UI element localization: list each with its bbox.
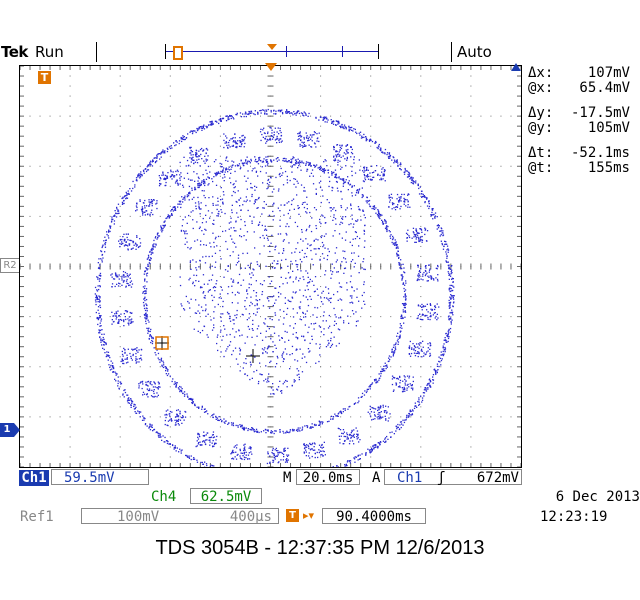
timebase-label: M [283,470,292,486]
record-length-bar [165,44,379,60]
ch4-scale[interactable]: 62.5mV [190,488,262,505]
ref1-time: 400µs [229,509,272,525]
timebase-value[interactable]: 20.0ms [296,469,360,486]
rising-edge-icon: ʃ [437,470,446,486]
header-divider [96,42,97,62]
at-x-label: @x: [528,80,554,96]
arrow-icon: ▸▾ [303,509,315,522]
delta-x-label: Δx: [528,65,554,81]
trigger-position-value[interactable]: 90.4000ms [322,508,426,525]
time: 12:23:19 [540,509,608,525]
ref1-label[interactable]: Ref1 [20,509,54,525]
delta-t-label: Δt: [528,145,554,161]
run-state[interactable]: Run [35,43,64,61]
delta-y-label: Δy: [528,105,554,121]
delta-y-value: -17.5mV [570,105,630,121]
at-y-label: @y: [528,120,554,136]
trigger-settings[interactable]: Ch1 ʃ 672mV [384,469,522,486]
delta-x-value: 107mV [587,65,630,81]
record-cursor-b [342,46,343,57]
date: 6 Dec 2013 [555,489,640,505]
ch1-ground-marker-icon[interactable]: 1 [0,423,20,437]
waveform-display[interactable] [19,65,522,468]
header-divider [451,42,452,62]
ch1-button[interactable]: Ch1 [19,470,49,486]
brand-logo: Tek [1,43,28,61]
ref1-volts: 100mV [117,509,160,525]
xy-trace [94,108,455,467]
record-trigger-icon [267,44,277,50]
ch4-label[interactable]: Ch4 [151,489,177,505]
ch1-scale[interactable]: 59.5mV [51,469,149,486]
at-t-value: 155ms [587,160,630,176]
at-y-value: 105mV [587,120,630,136]
delta-t-value: -52.1ms [570,145,630,161]
record-window-icon [173,46,183,60]
ref2-marker-icon[interactable]: R2 [0,258,19,273]
trigger-level-icon[interactable] [511,63,521,71]
trigger-mode[interactable]: Auto [457,43,492,61]
graticule-grid [20,66,521,467]
ref1-scale[interactable]: 100mV 400µs [81,508,279,525]
trigger-label: A [372,470,381,486]
screenshot-caption: TDS 3054B - 12:37:35 PM 12/6/2013 [155,537,485,559]
trigger-position-icon: T [286,509,299,522]
cursor-readouts: Δx: 107mV @x: 65.4mV Δy: -17.5mV @y: 105… [0,0,640,208]
at-t-label: @t: [528,160,554,176]
trigger-position-icon[interactable] [265,63,277,71]
trigger-level: 672mV [476,470,519,486]
record-cursor-a [286,46,287,57]
trigger-source: Ch1 [397,470,423,486]
at-x-value: 65.4mV [579,80,630,96]
trigger-point-icon[interactable]: T [38,71,51,84]
